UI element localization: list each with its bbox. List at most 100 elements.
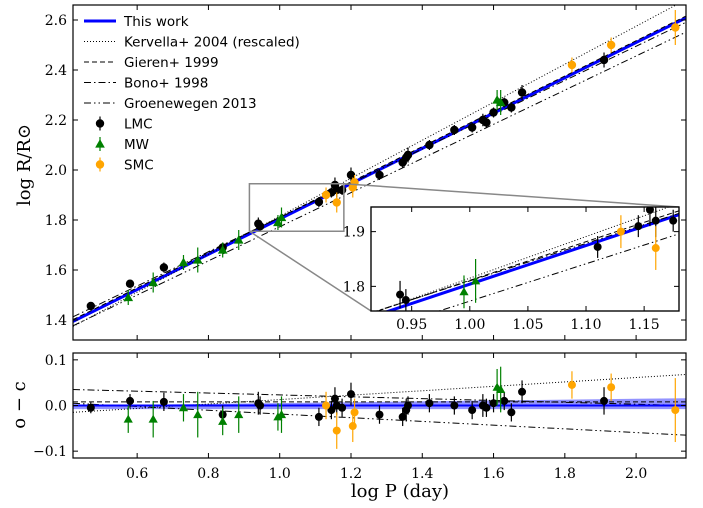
inset-lmc-point-8 [645,207,654,214]
main-lmc-point-11 [346,170,356,180]
inset-lmc-point-9 [651,216,660,225]
inset-line-2 [376,210,679,311]
main-lmc-point-23 [599,55,609,65]
main-lmc-point-22 [517,88,527,97]
inset-lmc-point-6 [593,242,602,251]
resid-mw-point-1 [148,414,158,423]
main-mw-point-2 [178,257,189,267]
resid-lmc-point-22 [518,387,527,396]
inset-lmc-point-11 [698,184,703,192]
main-mw-point-5 [233,235,244,244]
legend-label-4: Groenewegen 2013 [124,96,257,112]
resid-smc-point-4 [567,380,576,389]
main-lmc-point-18 [467,123,477,132]
inset-lmc-point-5 [401,296,410,305]
resid-lmc-point-13 [398,412,407,421]
main-frame [72,4,687,341]
resid-mw-point-2 [178,403,189,412]
y-tick-label-0: 0.1 [45,353,67,369]
main-mw-point-4 [217,245,228,254]
inset-lmc-point-7 [634,222,643,231]
main-lmc-point-10 [337,185,347,195]
zoom-connector-top [343,183,680,208]
legend: This work Kervella+ 2004 (rescaled) Gieren… [84,14,300,174]
main-mw-point-3 [192,255,203,264]
main-mw-point-1 [148,277,159,287]
main-smc-point-0 [321,190,331,200]
resid-smc-point-3 [350,408,359,417]
main-lmc-point-0 [86,301,96,311]
inset-smc-point-1 [651,244,660,253]
main-smc-point-6 [671,23,680,32]
legend-marker-6 [95,139,105,148]
y-tick-label-4: 2.2 [45,113,67,129]
legend-marker-7 [95,160,105,169]
resid-smc-point-5 [607,383,616,392]
x-tick-label-5: 1.6 [482,466,504,482]
y-tick-label-6: 2.6 [45,13,67,29]
main-smc-point-1 [332,198,341,207]
inset-panel: 0.95 1.00 1.05 1.10 1.15 1.8 1.9 [151,184,703,383]
inset-lmc-point-3 [280,343,288,351]
main-lmc-point-17 [450,125,459,135]
x-tick-label-3: 1.10 [570,317,601,333]
main-mw-point-0 [123,292,134,302]
legend-label-0: This work [123,14,189,30]
main-lmc-point-12 [375,170,384,180]
x-tick-label-4: 1.4 [411,466,433,482]
legend-label-5: LMC [124,117,153,133]
x-tick-label-6: 1.8 [554,466,576,482]
inset-mw-point-2 [151,375,160,383]
inset-line-1 [376,207,671,311]
y-axis-label-main: log R/R⊙ [14,124,35,206]
main-mw-point-6 [273,217,283,227]
resid-lmc-point-12 [375,410,384,419]
residual-line-2 [73,389,686,406]
inset-lmc-point-4 [396,290,405,299]
main-lmc-point-20 [489,108,498,117]
resid-lmc-point-15 [404,401,413,410]
y-tick-label-1: 1.9 [343,225,365,241]
main-smc-point-5 [606,40,616,50]
x-tick-label-4: 1.15 [629,317,660,333]
y-tick-label-1: 1.6 [45,263,67,279]
inset-mw-point-7 [471,276,481,285]
resid-lmc-point-25 [500,396,509,405]
inset-mw-point-3 [198,369,207,377]
inset-frame [370,206,680,312]
x-tick-label-2: 1.05 [512,317,543,333]
resid-mw-point-4 [218,416,228,425]
zoom-box [248,183,345,232]
inset-line-4 [437,233,679,311]
legend-marker-5 [95,119,105,128]
resid-mw-point-0 [123,414,133,423]
resid-lmc-point-2 [159,397,168,406]
main-lmc-point-15 [403,150,413,160]
inset-line-3 [374,212,679,311]
main-panel: 1.4 1.6 1.8 2.0 2.2 2.4 2.6 [45,4,687,341]
resid-smc-point-2 [348,422,357,431]
main-lmc-point-24 [482,118,491,127]
resid-lmc-point-7 [327,406,336,415]
inset-lmc-point-10 [669,216,678,225]
main-lmc-point-16 [425,140,434,150]
resid-mw-point-9 [496,384,506,393]
resid-lmc-point-17 [450,401,459,410]
y-tick-label-3: 2.0 [45,163,67,179]
legend-label-2: Gieren+ 1999 [124,55,219,71]
y-axis-label-residual: o − c [9,381,30,428]
inset-mw-point-6 [459,287,469,296]
main-mw-point-7 [276,212,287,222]
resid-lmc-point-11 [346,390,355,399]
y-tick-label-1: 0.0 [45,399,67,415]
x-tick-label-1: 1.00 [454,317,485,333]
inset-plot-area [151,184,703,383]
resid-mw-point-7 [276,410,287,419]
resid-lmc-point-5 [256,401,265,410]
main-plot-area [73,5,686,327]
zoom-connector-bottom [249,230,372,312]
inset-smc-point-0 [616,227,625,236]
resid-lmc-point-6 [314,412,323,421]
main-mw-point-9 [495,97,506,107]
y-tick-label-2: −0.1 [33,444,67,460]
